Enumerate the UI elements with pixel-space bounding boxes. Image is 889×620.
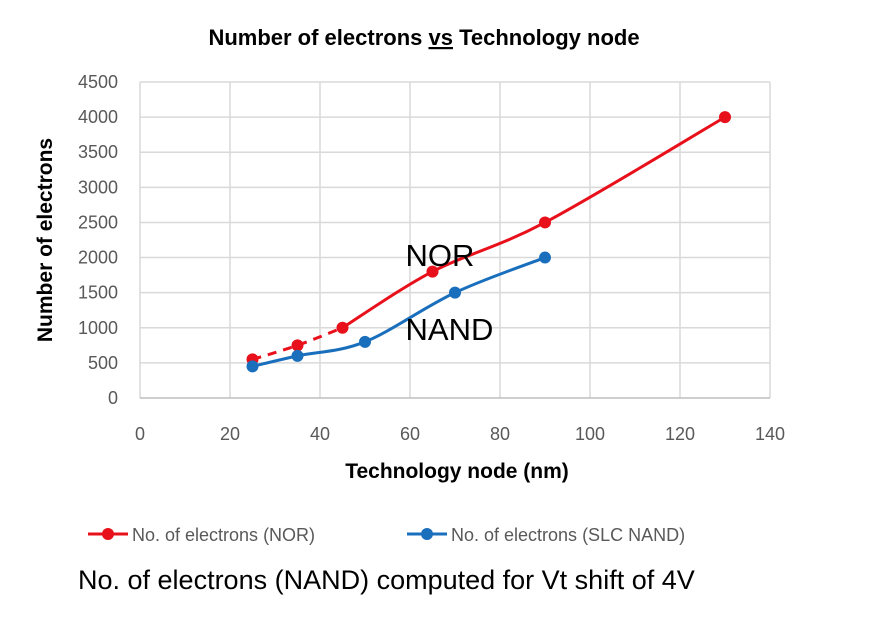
y-tick-label: 0 [108,388,118,408]
y-tick-label: 4000 [78,107,118,127]
data-point [539,216,551,229]
legend-marker [102,528,114,540]
y-axis-label: Number of electrons [34,138,57,342]
x-tick-label: 60 [400,424,420,444]
y-tick-label: 1000 [78,318,118,338]
title-part: Number of electrons [208,25,428,50]
y-tick-label: 3500 [78,142,118,162]
x-axis-label: Technology node (nm) [345,460,569,483]
annotation-label: NOR [406,238,475,273]
x-tick-label: 140 [755,424,785,444]
y-tick-label: 4500 [78,72,118,92]
x-tick-label: 80 [490,424,510,444]
series-line [252,256,546,368]
data-point [291,339,304,352]
legend-label: No. of electrons (NOR) [132,525,315,545]
ticks: 0 20 40 60 80 100 120 140 0 500 1000 1500 2000 2500 30… [78,72,785,444]
chart-title: Number of electrons vs Technology node [208,25,639,50]
annotation-label: NAND [406,312,494,347]
series-line [341,115,726,330]
annotations: NOR NAND [406,238,494,347]
legend-marker [421,528,433,540]
x-tick-label: 20 [220,424,240,444]
legend: No. of electrons (NOR) No. of electrons (… [88,525,685,545]
data-point [359,335,371,348]
y-tick-label: 1500 [78,283,118,303]
y-tick-label: 2500 [78,212,118,232]
series-lines [246,111,731,373]
x-tick-label: 40 [310,424,330,444]
legend-label: No. of electrons (SLC NAND) [451,525,685,545]
x-tick-label: 0 [135,424,145,444]
y-tick-label: 3000 [78,177,118,197]
title-part: vs [428,25,452,50]
data-point [246,360,259,373]
y-tick-label: 2000 [78,248,118,268]
y-tick-label: 500 [88,353,118,373]
data-point [336,321,349,334]
data-point [291,349,304,362]
series-line-dashed [252,326,344,361]
caption: No. of electrons (NAND) computed for Vt … [78,565,695,595]
data-point [426,265,439,278]
data-point [719,111,731,124]
x-tick-label: 100 [575,424,605,444]
title-part: Technology node [453,25,640,50]
x-tick-label: 120 [665,424,695,444]
data-point [449,286,461,299]
data-point [539,251,551,264]
grid [139,81,771,399]
